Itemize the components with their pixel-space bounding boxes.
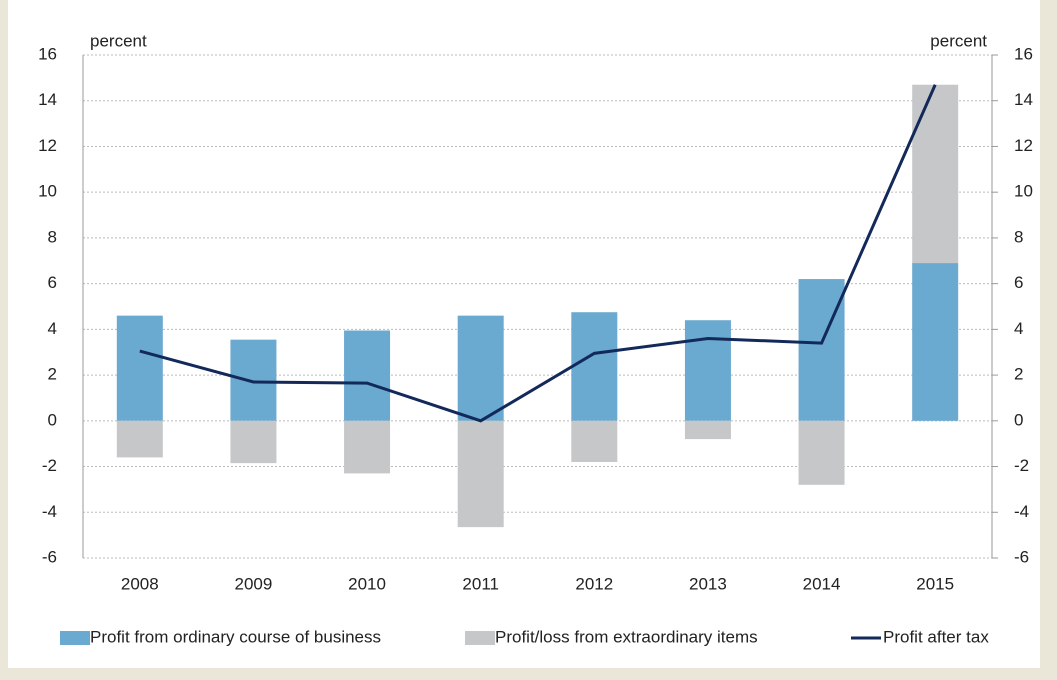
- bar: [798, 279, 845, 421]
- bar: [684, 320, 731, 421]
- bar: [684, 420, 731, 440]
- x-tick-label: 2015: [916, 574, 954, 593]
- y2-tick-label: 4: [1014, 319, 1023, 338]
- y-tick-label: 8: [48, 227, 57, 246]
- x-tick-label: 2011: [462, 574, 499, 593]
- bar: [571, 420, 618, 462]
- legend-swatch: [60, 631, 90, 645]
- y-tick-label: 12: [38, 136, 57, 155]
- y-tick-label: -6: [42, 547, 57, 566]
- y-tick-label: 14: [38, 90, 57, 109]
- x-tick-label: 2008: [121, 574, 159, 593]
- bar: [116, 420, 163, 458]
- bar: [230, 420, 277, 464]
- legend-swatch: [465, 631, 495, 645]
- y2-tick-label: 2: [1014, 365, 1023, 384]
- x-tick-label: 2009: [235, 574, 273, 593]
- bar: [344, 330, 391, 421]
- y2-tick-label: 10: [1014, 182, 1033, 201]
- y2-axis-label: percent: [930, 31, 987, 50]
- line: [139, 84, 937, 423]
- bar: [116, 315, 163, 421]
- x-tick-label: 2014: [803, 574, 841, 593]
- bar: [344, 420, 391, 474]
- bar: [571, 312, 618, 421]
- y-tick-label: 2: [48, 365, 57, 384]
- y2-tick-label: 0: [1014, 410, 1023, 429]
- y2-tick-label: 14: [1014, 90, 1033, 109]
- y-tick-label: 10: [38, 182, 57, 201]
- bar: [457, 315, 504, 421]
- bar: [457, 420, 504, 528]
- y2-tick-label: -2: [1014, 456, 1029, 475]
- x-tick-label: 2013: [689, 574, 727, 593]
- y2-tick-label: 6: [1014, 273, 1023, 292]
- y-tick-label: -4: [42, 502, 57, 521]
- y2-tick-label: 12: [1014, 136, 1033, 155]
- y2-tick-label: -4: [1014, 502, 1029, 521]
- bar: [912, 263, 959, 421]
- legend-label: Profit/loss from extraordinary items: [495, 627, 758, 646]
- y2-tick-label: 8: [1014, 227, 1023, 246]
- bar: [230, 339, 277, 421]
- legend-label: Profit from ordinary course of business: [90, 627, 381, 646]
- x-tick-label: 2012: [575, 574, 613, 593]
- y-tick-label: -2: [42, 456, 57, 475]
- bar: [798, 420, 845, 485]
- panel: [8, 0, 1040, 668]
- y2-tick-label: 16: [1014, 44, 1033, 63]
- y-tick-label: 0: [48, 410, 57, 429]
- legend-label: Profit after tax: [883, 627, 989, 646]
- y-tick-label: 16: [38, 44, 57, 63]
- y-tick-label: 4: [48, 319, 57, 338]
- y-axis-label: percent: [90, 31, 147, 50]
- x-tick-label: 2010: [348, 574, 386, 593]
- bar: [912, 84, 959, 264]
- y-tick-label: 6: [48, 273, 57, 292]
- y2-tick-label: -6: [1014, 547, 1029, 566]
